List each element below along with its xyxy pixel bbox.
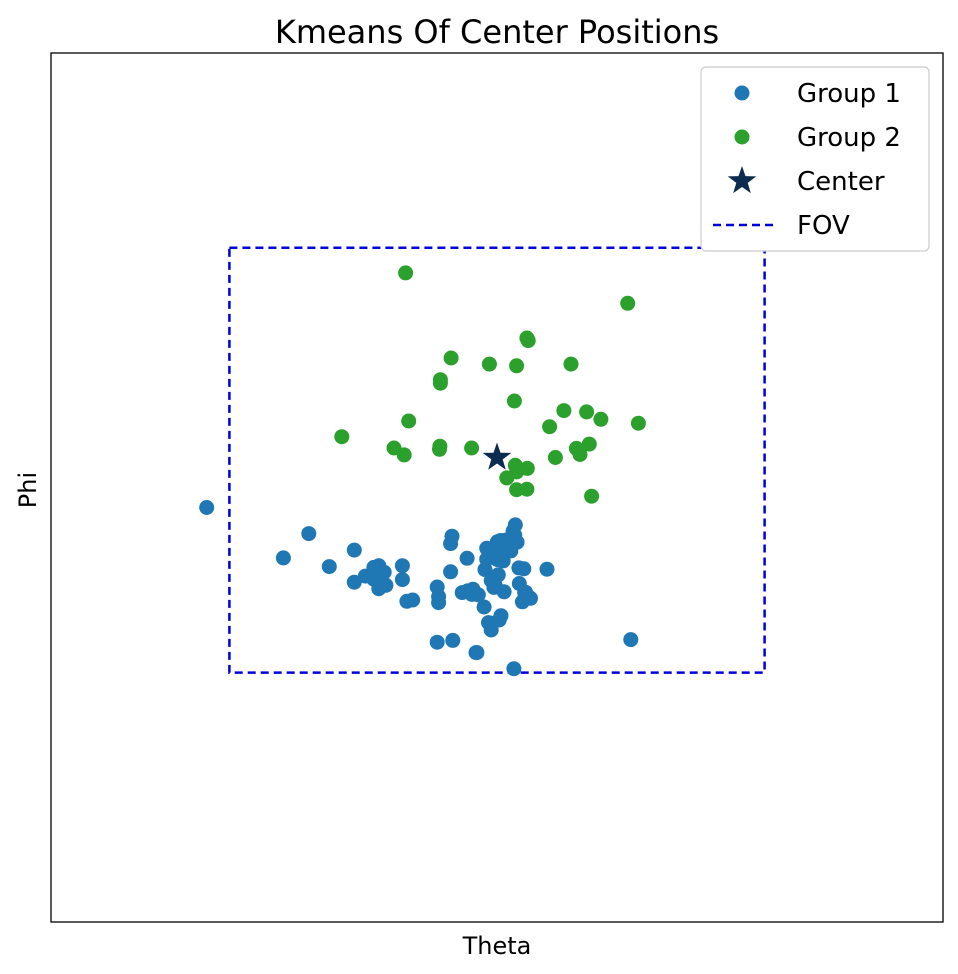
series-1-point-60 (482, 615, 498, 631)
legend-marker-1 (734, 85, 750, 101)
series-2-point-6 (481, 356, 497, 372)
series-2-point-25 (547, 450, 563, 465)
x-axis-label: Theta (462, 932, 532, 960)
series-1-point-62 (429, 634, 445, 650)
series-1-point-72 (493, 533, 509, 548)
series-1-point-67 (539, 561, 555, 577)
legend-marker-2 (734, 129, 750, 145)
series-1-point-6 (346, 574, 362, 590)
series-1-point-21 (431, 595, 447, 611)
series-2-point-7 (509, 358, 525, 374)
series-1-point-57 (516, 561, 532, 577)
legend-label-1: Group 1 (797, 79, 901, 109)
legend-label-2: Group 2 (797, 123, 901, 153)
series-1-point-30 (470, 587, 486, 603)
series-2-point-27 (572, 447, 588, 462)
series-1-point-31 (476, 599, 492, 615)
series-1-point-64 (468, 645, 484, 661)
series-2-point-32 (584, 488, 600, 504)
series-1-point-10 (394, 558, 410, 574)
chart-marks (199, 246, 766, 677)
series-1-point-48 (509, 534, 525, 550)
series-2-point-1 (398, 265, 414, 281)
series-1-point-61 (445, 632, 461, 648)
legend-box (700, 66, 930, 252)
y-axis-label: Phi (14, 472, 42, 508)
series-2-point-16 (401, 413, 417, 429)
series-2-point-18 (581, 436, 597, 452)
series-1-point-5 (346, 542, 362, 558)
series-2-point-12 (556, 403, 572, 419)
center-star-1 (482, 442, 512, 470)
series-2-point-5 (519, 330, 535, 346)
series-1-point-22 (443, 564, 459, 580)
plot-area (50, 52, 944, 923)
series-2-point-19 (334, 429, 350, 445)
series-1-point-59 (493, 608, 509, 624)
series-2-point-31 (499, 470, 515, 486)
series-1-point-1 (199, 500, 215, 515)
series-1-point-18 (405, 592, 421, 608)
series-2-point-3 (443, 350, 459, 366)
series-1-point-65 (506, 661, 522, 677)
series-2-point-22 (432, 441, 447, 457)
series-2-point-14 (593, 411, 609, 427)
series-1-point-2 (301, 526, 317, 542)
legend: Group 1 Group 2 Center FOV (700, 66, 930, 252)
series-1-point-16 (394, 572, 410, 588)
series-2-point-8 (563, 356, 579, 372)
series-1-point-15 (378, 577, 394, 593)
series-2-point-23 (464, 440, 480, 456)
series-2-point-10 (432, 375, 448, 391)
legend-marker-3 (727, 166, 757, 194)
series-2-point-24 (396, 447, 412, 463)
series-1-point-24 (444, 528, 460, 544)
series-2-point-11 (506, 393, 522, 409)
series-fov-line (228, 246, 766, 674)
series-1-point-43 (496, 584, 512, 600)
legend-label-3: Center (797, 167, 885, 197)
series-1-point-66 (623, 632, 639, 648)
legend-label-4: FOV (797, 211, 850, 241)
series-2-point-13 (579, 404, 595, 420)
series-2-point-34 (519, 481, 535, 497)
series-1-point-56 (514, 594, 530, 610)
series-2-point-15 (630, 415, 646, 431)
series-1-point-4 (321, 559, 337, 575)
series-2-point-17 (542, 419, 558, 435)
chart-title: Kmeans Of Center Positions (275, 13, 719, 51)
series-1-point-3 (275, 550, 291, 566)
series-2-point-2 (620, 295, 636, 311)
series-1-point-25 (459, 550, 475, 566)
